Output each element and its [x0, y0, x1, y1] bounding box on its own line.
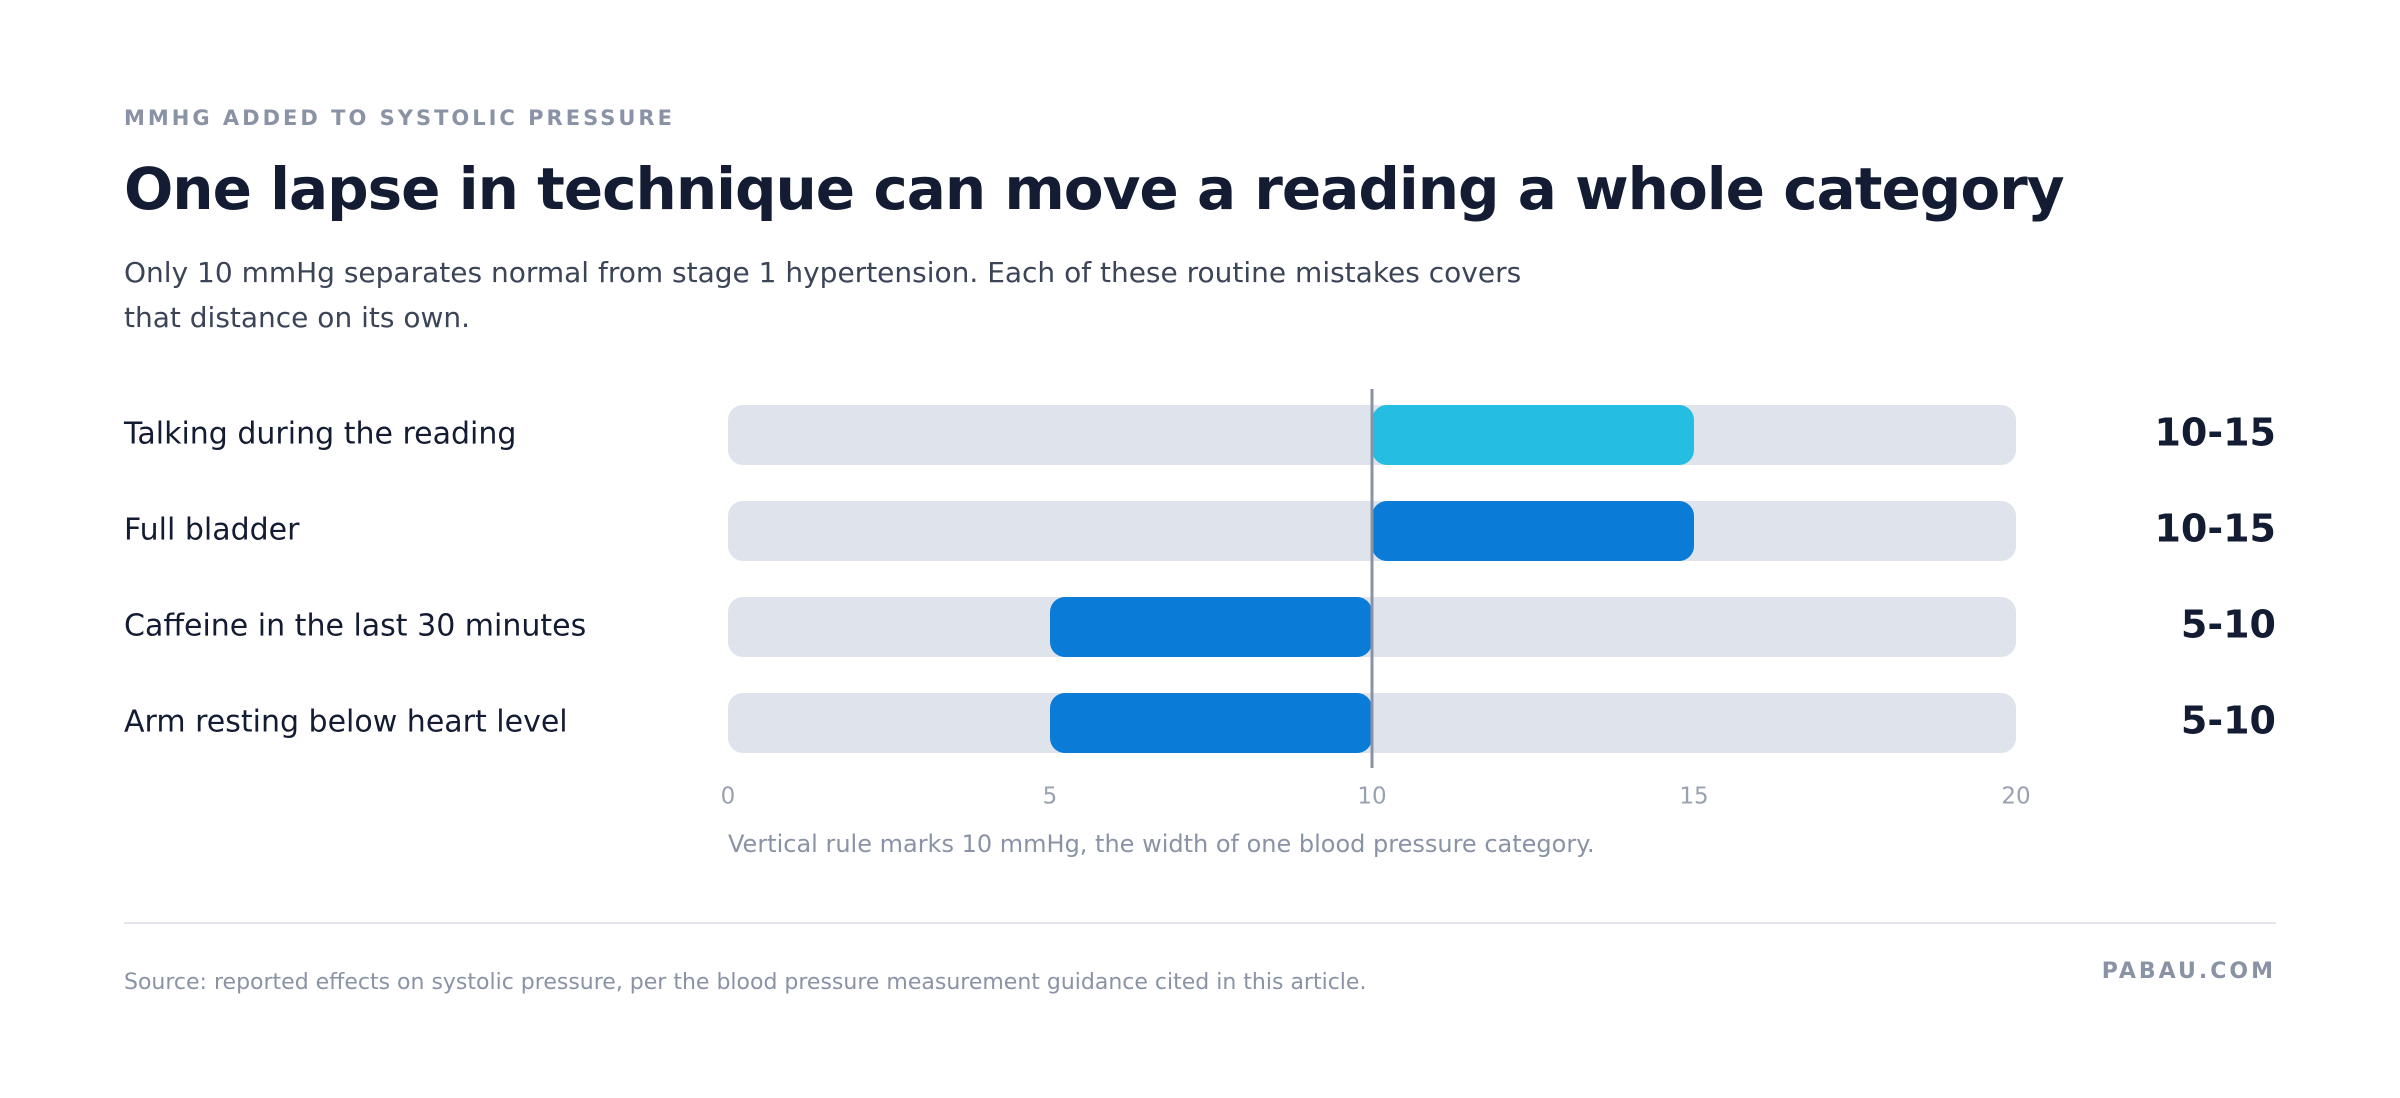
x-tick-label: 20	[2001, 784, 2030, 810]
category-label: Full bladder	[124, 513, 300, 548]
kicker: MMHG ADDED TO SYSTOLIC PRESSURE	[124, 106, 675, 130]
value-label: 10-15	[2154, 411, 2276, 455]
x-tick-label: 0	[721, 784, 736, 810]
bar	[1372, 501, 1694, 561]
bar	[1050, 693, 1372, 753]
bar	[1050, 597, 1372, 657]
source: Source: reported effects on systolic pre…	[124, 970, 1366, 995]
category-label: Arm resting below heart level	[124, 705, 568, 740]
bar	[1372, 405, 1694, 465]
subtitle: Only 10 mmHg separates normal from stage…	[124, 256, 1522, 334]
value-label: 10-15	[2154, 507, 2276, 551]
value-label: 5-10	[2181, 699, 2276, 743]
category-label: Talking during the reading	[123, 417, 516, 452]
value-label: 5-10	[2181, 603, 2276, 647]
brand: PABAU.COM	[2102, 959, 2276, 984]
chart-title: One lapse in technique can move a readin…	[124, 155, 2065, 223]
x-tick-label: 5	[1043, 784, 1058, 810]
reference-caption: Vertical rule marks 10 mmHg, the width o…	[728, 830, 1595, 858]
category-label: Caffeine in the last 30 minutes	[124, 609, 586, 644]
x-tick-label: 10	[1357, 784, 1386, 810]
x-tick-label: 15	[1679, 784, 1708, 810]
